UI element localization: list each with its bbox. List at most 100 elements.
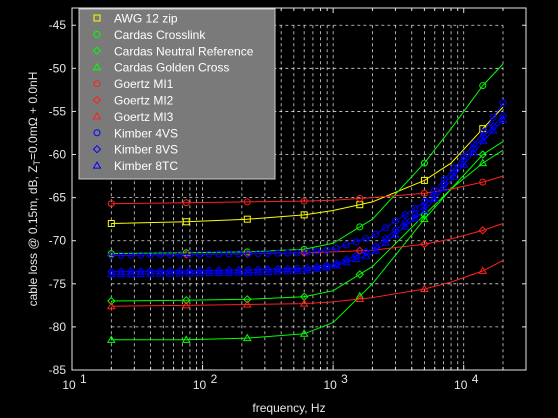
marker-diamond [205, 266, 214, 275]
marker-triangle [253, 267, 263, 276]
axes-box [71, 7, 527, 371]
y-tick-label: -85 [49, 363, 67, 377]
marker-diamond [146, 267, 155, 276]
marker-triangle [439, 183, 449, 192]
series-line [111, 149, 504, 341]
x-axis-label: frequency, Hz [252, 401, 325, 415]
y-tick-label: -65 [49, 191, 67, 205]
marker-circle [479, 178, 487, 186]
marker-diamond [498, 111, 508, 120]
marker-diamond [263, 265, 273, 274]
marker-circle [107, 200, 115, 208]
marker-triangle [400, 222, 410, 230]
marker-diamond [234, 265, 243, 275]
legend-label: Cardas Golden Cross [114, 61, 229, 75]
legend-label: Cardas Crosslink [114, 28, 206, 42]
marker-diamond [302, 263, 312, 273]
marker-triangle [204, 268, 214, 277]
marker-circle [182, 199, 190, 207]
marker-triangle [146, 269, 155, 277]
marker-diamond [175, 266, 185, 276]
marker-circle [372, 230, 380, 238]
marker-triangle [263, 267, 273, 275]
series-line [111, 115, 504, 273]
series-goertz-mi3 [106, 260, 504, 310]
marker-diamond [244, 265, 253, 275]
marker-diamond [469, 144, 478, 153]
grid [110, 24, 504, 370]
marker-circle [156, 251, 164, 259]
y-tick-label: -45 [49, 18, 67, 32]
marker-circle [401, 211, 409, 219]
marker-triangle [106, 301, 116, 310]
marker-diamond [224, 266, 234, 275]
marker-triangle [242, 300, 252, 308]
series-cardas-golden-cross [106, 149, 504, 343]
marker-diamond [92, 95, 102, 105]
x-tick-label: 10 [323, 378, 337, 392]
marker-circle [127, 251, 135, 259]
marker-triangle [181, 300, 191, 309]
marker-triangle [273, 267, 283, 275]
series-kimber-8tc [106, 115, 508, 278]
series-line [111, 260, 504, 307]
marker-circle [225, 250, 233, 258]
marker-diamond [253, 265, 263, 274]
legend-entry: Kimber 8VS [92, 143, 178, 157]
marker-triangle [488, 125, 498, 134]
legend-label: Kimber 8TC [114, 159, 178, 173]
legend: AWG 12 zip Cardas Crosslink Cardas Neutral… [78, 8, 276, 180]
marker-diamond [410, 209, 420, 219]
legend-label: Goertz MI2 [114, 94, 174, 108]
legend-box [78, 8, 276, 180]
marker-triangle [312, 264, 322, 272]
marker-diamond [489, 121, 498, 131]
marker-triangle [92, 161, 102, 169]
legend-entry: Kimber 8TC [92, 159, 178, 173]
x-tick-exponent: 3 [341, 372, 348, 386]
x-tick-exponent: 2 [211, 372, 218, 386]
marker-triangle [244, 268, 253, 276]
legend-entry: AWG 12 zip [93, 12, 178, 26]
marker-diamond [136, 267, 145, 276]
marker-triangle [155, 269, 165, 277]
series-line [111, 102, 504, 256]
marker-triangle [126, 269, 136, 278]
marker-circle [313, 247, 321, 255]
marker-diamond [273, 264, 282, 274]
y-tick-label: -55 [49, 104, 67, 118]
marker-circle [356, 194, 364, 202]
marker-diamond [400, 218, 410, 227]
marker-square [243, 215, 251, 223]
y-tick-label: -80 [49, 320, 67, 334]
marker-circle [93, 80, 101, 88]
marker-diamond [440, 179, 449, 188]
marker-square [420, 176, 428, 184]
marker-triangle [420, 214, 429, 223]
marker-triangle [341, 257, 351, 266]
marker-diamond [322, 261, 331, 270]
marker-circle [300, 197, 308, 205]
marker-diamond [92, 46, 102, 56]
y-tick-label: -75 [49, 277, 67, 291]
x-tick-label: 10 [454, 378, 468, 392]
series-kimber-8vs [107, 111, 508, 276]
marker-diamond [355, 270, 364, 279]
marker-triangle [469, 148, 479, 156]
series-goertz-mi1 [107, 175, 504, 208]
marker-diamond [195, 266, 204, 275]
marker-triangle [214, 268, 224, 277]
marker-diamond [283, 264, 292, 274]
marker-diamond [182, 295, 191, 305]
marker-diamond [182, 250, 191, 259]
legend-entry: Kimber 4VS [93, 126, 178, 140]
marker-circle [323, 246, 331, 254]
marker-triangle [371, 246, 381, 254]
marker-diamond [293, 264, 302, 273]
marker-circle [479, 82, 487, 90]
marker-triangle [242, 333, 252, 342]
marker-circle [244, 250, 252, 258]
marker-diamond [342, 255, 351, 264]
x-tick-exponent: 1 [80, 372, 87, 386]
ticks: -85 -80 -75 -70 -65 -60 -55 -50 -45 10 1 10 2 10 3 10 4 [49, 8, 527, 392]
